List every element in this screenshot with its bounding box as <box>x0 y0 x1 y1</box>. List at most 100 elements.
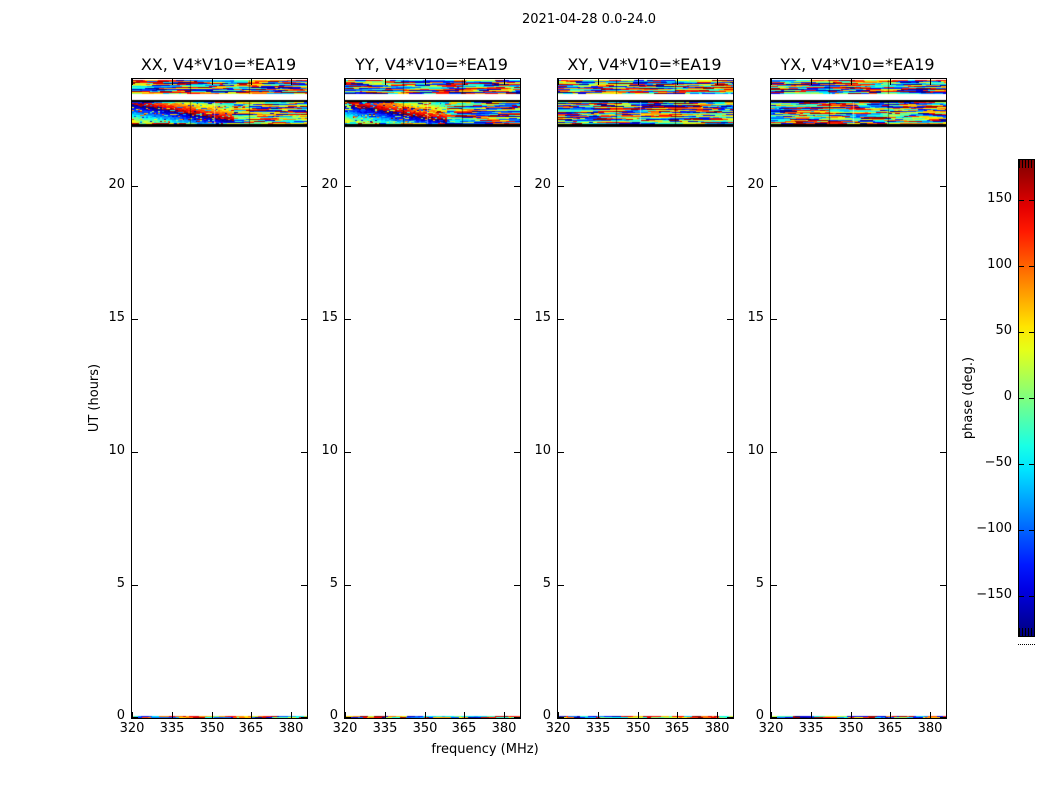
colorbar-tick-right <box>1029 530 1034 531</box>
ytick-right <box>301 585 307 586</box>
ytick-left <box>132 585 138 586</box>
colorbar-tick-label: 0 <box>1003 389 1012 404</box>
colorbar-top-hatch <box>1019 160 1034 168</box>
xtick-bottom <box>172 712 173 718</box>
ytick-left <box>771 186 777 187</box>
xtick-label: 320 <box>545 721 571 736</box>
xtick-bottom <box>677 712 678 718</box>
xtick-bottom <box>717 712 718 718</box>
ytick-label: 10 <box>108 443 125 458</box>
ytick-right <box>301 452 307 453</box>
ytick-left <box>771 585 777 586</box>
ytick-label: 10 <box>747 443 764 458</box>
ytick-label: 15 <box>534 310 551 325</box>
panel-yy <box>344 78 521 719</box>
ytick-label: 10 <box>534 443 551 458</box>
xtick-bottom <box>504 712 505 718</box>
ytick-label: 5 <box>755 576 764 591</box>
xtick-top <box>638 79 639 85</box>
ytick-label: 10 <box>321 443 338 458</box>
ytick-left <box>345 319 351 320</box>
colorbar-tick-label: 100 <box>987 257 1012 272</box>
phase-heatmap-canvas-xy <box>558 79 733 718</box>
xtick-bottom <box>638 712 639 718</box>
ytick-label: 20 <box>108 177 125 192</box>
ytick-left <box>771 319 777 320</box>
xtick-bottom <box>251 712 252 718</box>
colorbar-tick-left <box>1019 200 1024 201</box>
ytick-right <box>301 186 307 187</box>
x-axis-label: frequency (MHz) <box>431 742 539 757</box>
xtick-label: 320 <box>119 721 145 736</box>
xtick-top <box>345 79 346 85</box>
ytick-right <box>301 319 307 320</box>
xtick-bottom <box>464 712 465 718</box>
xtick-top <box>464 79 465 85</box>
xtick-bottom <box>385 712 386 718</box>
xtick-top <box>251 79 252 85</box>
ytick-label: 15 <box>321 310 338 325</box>
xtick-top <box>771 79 772 85</box>
ytick-label: 15 <box>108 310 125 325</box>
ytick-right <box>514 585 520 586</box>
xtick-bottom <box>132 712 133 718</box>
xtick-bottom <box>930 712 931 718</box>
ytick-label: 20 <box>747 177 764 192</box>
ytick-left <box>345 186 351 187</box>
panel-xy <box>557 78 734 719</box>
colorbar-tick-label: −50 <box>984 455 1012 470</box>
xtick-top <box>132 79 133 85</box>
panel-title-xy: XY, V4*V10=*EA19 <box>567 55 722 74</box>
ytick-right <box>514 452 520 453</box>
xtick-label: 380 <box>491 721 517 736</box>
xtick-bottom <box>558 712 559 718</box>
xtick-label: 365 <box>238 721 264 736</box>
colorbar <box>1018 159 1035 637</box>
xtick-top <box>425 79 426 85</box>
xtick-label: 350 <box>412 721 438 736</box>
colorbar-tick-left <box>1019 398 1024 399</box>
colorbar-extend-dotted-line <box>1018 644 1035 645</box>
xtick-bottom <box>291 712 292 718</box>
colorbar-tick-left <box>1019 332 1024 333</box>
phase-heatmap-canvas-yx <box>771 79 946 718</box>
figure-title: 2021-04-28 0.0-24.0 <box>522 12 656 27</box>
panel-title-yx: YX, V4*V10=*EA19 <box>780 55 935 74</box>
colorbar-tick-right <box>1029 200 1034 201</box>
xtick-label: 350 <box>199 721 225 736</box>
xtick-top <box>504 79 505 85</box>
ytick-label: 0 <box>329 708 338 723</box>
y-axis-label: UT (hours) <box>87 363 102 433</box>
xtick-label: 380 <box>704 721 730 736</box>
ytick-left <box>558 319 564 320</box>
xtick-top <box>811 79 812 85</box>
colorbar-tick-label: 150 <box>987 191 1012 206</box>
ytick-right <box>727 717 733 718</box>
ytick-label: 20 <box>534 177 551 192</box>
xtick-label: 380 <box>917 721 943 736</box>
colorbar-tick-label: −150 <box>976 587 1012 602</box>
ytick-label: 5 <box>116 576 125 591</box>
colorbar-tick-right <box>1029 464 1034 465</box>
xtick-top <box>851 79 852 85</box>
ytick-left <box>558 717 564 718</box>
xtick-label: 335 <box>585 721 611 736</box>
ytick-right <box>301 717 307 718</box>
ytick-label: 15 <box>747 310 764 325</box>
xtick-label: 380 <box>278 721 304 736</box>
ytick-label: 5 <box>329 576 338 591</box>
xtick-top <box>930 79 931 85</box>
ytick-left <box>132 319 138 320</box>
xtick-label: 335 <box>798 721 824 736</box>
phase-heatmap-canvas-xx <box>132 79 307 718</box>
xtick-label: 365 <box>664 721 690 736</box>
colorbar-bottom-hatch <box>1019 628 1034 636</box>
xtick-top <box>291 79 292 85</box>
xtick-bottom <box>598 712 599 718</box>
xtick-bottom <box>345 712 346 718</box>
xtick-bottom <box>890 712 891 718</box>
ytick-label: 0 <box>116 708 125 723</box>
xtick-bottom <box>212 712 213 718</box>
ytick-right <box>727 452 733 453</box>
